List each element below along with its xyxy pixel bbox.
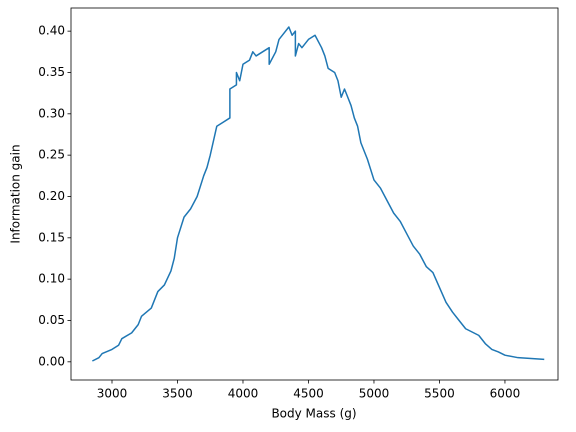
y-axis-label: Information gain [9,144,23,243]
y-tick-label: 0.20 [38,189,65,203]
x-tick-label: 6000 [490,387,521,401]
x-tick-label: 5500 [424,387,455,401]
y-tick-label: 0.05 [38,313,65,327]
y-tick-label: 0.15 [38,230,65,244]
y-tick-label: 0.40 [38,24,65,38]
x-tick-label: 3000 [97,387,128,401]
y-tick-label: 0.10 [38,272,65,286]
x-tick-label: 4500 [293,387,324,401]
y-tick-label: 0.25 [38,148,65,162]
x-tick-label: 3500 [162,387,193,401]
y-tick-label: 0.35 [38,65,65,79]
x-tick-label: 5000 [359,387,390,401]
y-tick-label: 0.30 [38,106,65,120]
data-line [92,26,545,362]
x-axis-label: Body Mass (g) [271,407,356,421]
axes-frame [70,7,559,381]
x-tick-label: 4000 [228,387,259,401]
y-tick-label: 0.00 [38,354,65,368]
